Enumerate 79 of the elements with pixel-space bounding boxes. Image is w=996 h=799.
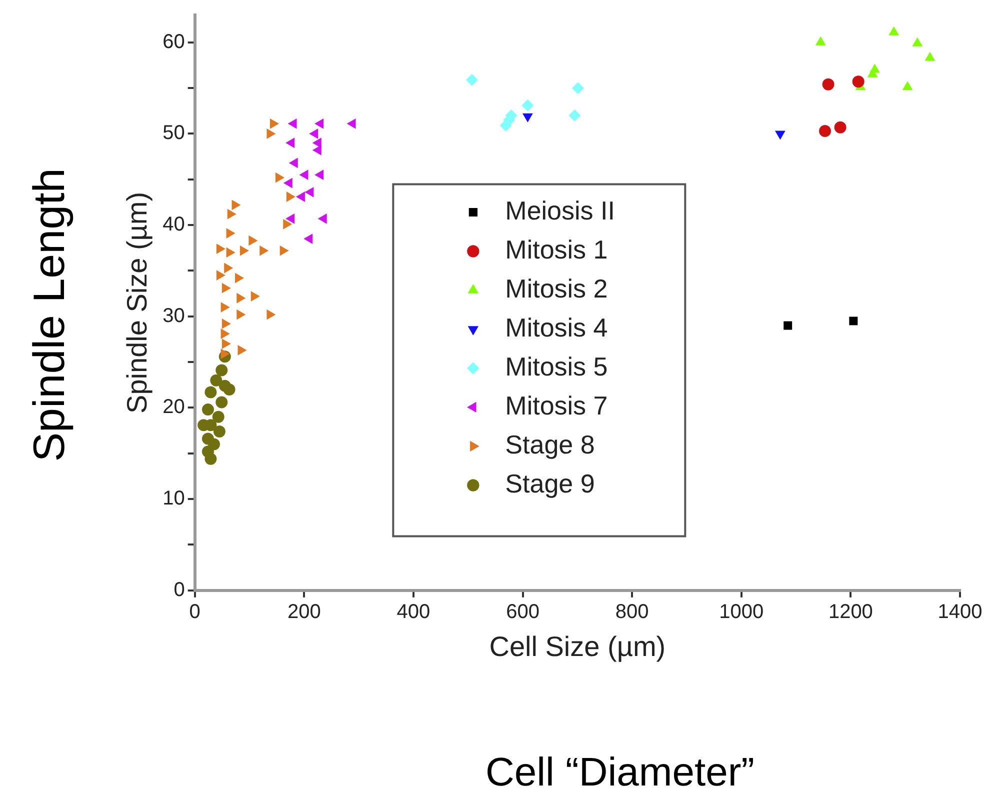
point <box>222 318 231 329</box>
point <box>220 302 230 312</box>
point <box>250 291 260 302</box>
point <box>227 208 236 220</box>
point <box>224 262 234 274</box>
point <box>222 282 231 294</box>
point <box>822 78 834 90</box>
point <box>286 192 296 202</box>
x-tick-label: 1200 <box>828 600 873 623</box>
point <box>260 245 269 256</box>
y-tick-label: 40 <box>162 214 185 236</box>
legend-label: Stage 9 <box>505 468 595 498</box>
point <box>213 425 226 438</box>
point <box>270 118 279 129</box>
point <box>204 452 217 465</box>
point <box>572 82 584 94</box>
point <box>849 316 858 326</box>
text: Cell “Diameter” <box>486 750 754 796</box>
point <box>226 247 236 258</box>
point <box>216 244 226 254</box>
point <box>238 344 247 356</box>
point <box>248 235 258 246</box>
point <box>522 99 534 112</box>
point <box>924 52 936 61</box>
x-tick-label: 800 <box>615 600 649 623</box>
x-tick-label: 600 <box>506 600 540 623</box>
point <box>220 348 230 360</box>
point <box>220 328 230 339</box>
point <box>888 26 900 36</box>
x-tick-label: 1000 <box>719 600 764 623</box>
point <box>280 245 289 256</box>
point <box>218 380 231 392</box>
point <box>283 218 292 230</box>
point <box>912 37 923 46</box>
point <box>568 109 581 122</box>
point <box>204 386 217 398</box>
point <box>202 404 214 416</box>
x-tick-label: 1400 <box>938 600 982 623</box>
y-axis-title: Spindle Size (µm) <box>122 192 153 414</box>
legend-label: Mitosis 5 <box>505 351 608 382</box>
y-tick-label: 0 <box>174 578 185 601</box>
point <box>210 374 222 386</box>
point <box>235 272 244 284</box>
point <box>212 410 224 423</box>
legend-label: Mitosis 1 <box>505 234 608 264</box>
text: Spindle Length <box>25 168 75 462</box>
legend-label: Mitosis 2 <box>505 273 608 304</box>
x-axis-title: Cell Size (µm) <box>489 630 666 662</box>
point <box>819 124 832 137</box>
point <box>222 338 231 349</box>
x-tick-label: 400 <box>396 600 430 623</box>
point <box>226 228 236 238</box>
point <box>902 81 913 90</box>
x-tick-label: 200 <box>287 600 321 623</box>
point <box>852 76 864 88</box>
y-tick-label: 10 <box>162 488 185 510</box>
point <box>275 172 284 183</box>
legend-label: Stage 8 <box>505 429 595 460</box>
point <box>834 121 846 134</box>
point <box>216 364 228 376</box>
legend-label: Mitosis 7 <box>505 390 608 420</box>
point <box>815 36 826 46</box>
point <box>266 128 276 139</box>
y-tick-label: 30 <box>162 304 185 327</box>
point <box>216 396 228 408</box>
y-tick-label: 50 <box>162 122 185 144</box>
point <box>216 270 226 280</box>
legend-label: Mitosis 4 <box>505 312 608 342</box>
y-tick-label: 20 <box>162 396 185 418</box>
point <box>232 200 241 210</box>
point <box>266 309 276 320</box>
point <box>240 245 249 256</box>
legend-label: Meiosis II <box>505 195 615 226</box>
point <box>236 309 246 320</box>
point <box>784 321 792 330</box>
point <box>466 74 478 86</box>
point <box>236 292 246 304</box>
x-tick-label: 0 <box>189 600 200 623</box>
y-tick-label: 60 <box>162 30 185 53</box>
